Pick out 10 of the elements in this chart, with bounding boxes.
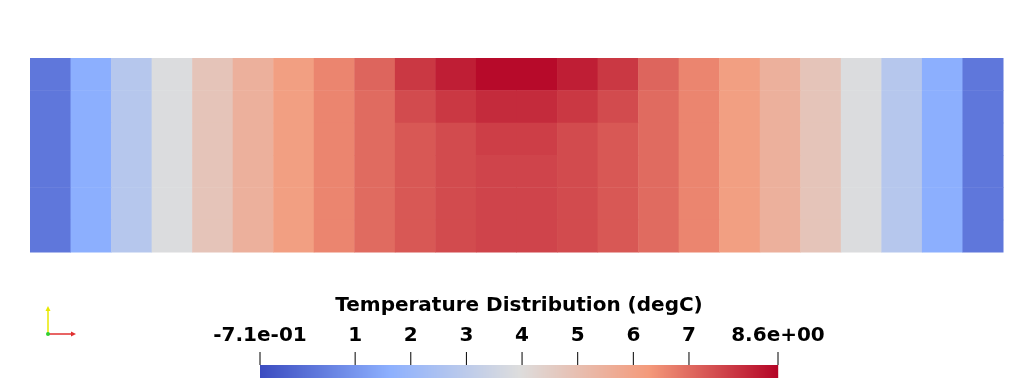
color-bar-label: 8.6e+00 bbox=[731, 322, 825, 346]
color-bar-label: 4 bbox=[515, 322, 530, 346]
color-bar-label: 2 bbox=[403, 322, 418, 346]
color-bar-label: -7.1e-01 bbox=[213, 322, 307, 346]
color-bar-label: 5 bbox=[570, 322, 585, 346]
color-bar-label: 7 bbox=[682, 322, 696, 346]
color-bar-label: 1 bbox=[348, 322, 363, 346]
color-bar-label: 3 bbox=[459, 322, 474, 346]
color-bar-label: 6 bbox=[626, 322, 641, 346]
color-bar-title: Temperature Distribution (degC) bbox=[335, 292, 703, 316]
